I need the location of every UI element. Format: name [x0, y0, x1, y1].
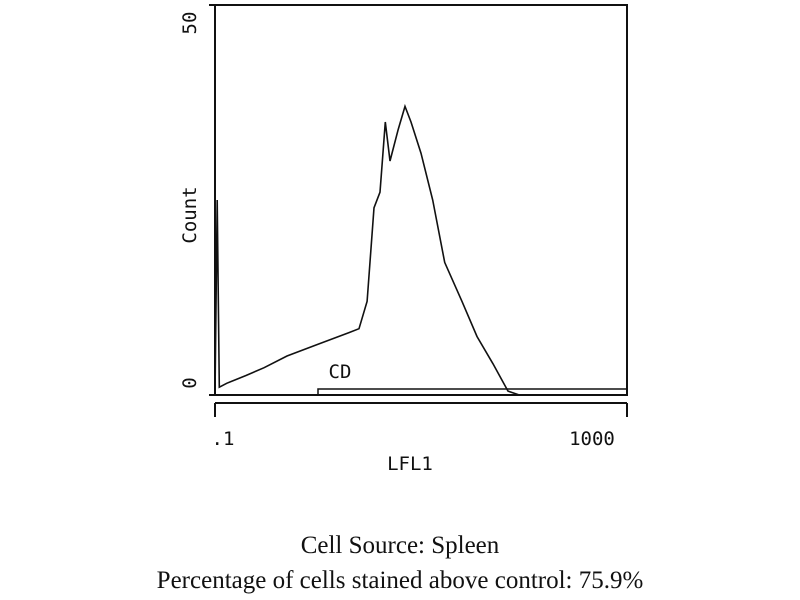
y-tick-label: 0	[179, 377, 201, 388]
y-tick-label: 50	[179, 12, 201, 35]
histogram-line	[214, 103, 627, 396]
caption: Percentage of cells stained above contro…	[157, 567, 644, 594]
caption: Cell Source: Spleen	[301, 532, 500, 559]
x-axis-label: LFL1	[387, 453, 433, 475]
gate-bar	[317, 388, 628, 396]
x-tick-label: .1	[212, 428, 235, 450]
gate-label: CD	[329, 361, 352, 383]
y-axis-label: Count	[179, 186, 201, 243]
x-tick-label: 1000	[569, 428, 615, 450]
plot-frame	[214, 4, 628, 396]
